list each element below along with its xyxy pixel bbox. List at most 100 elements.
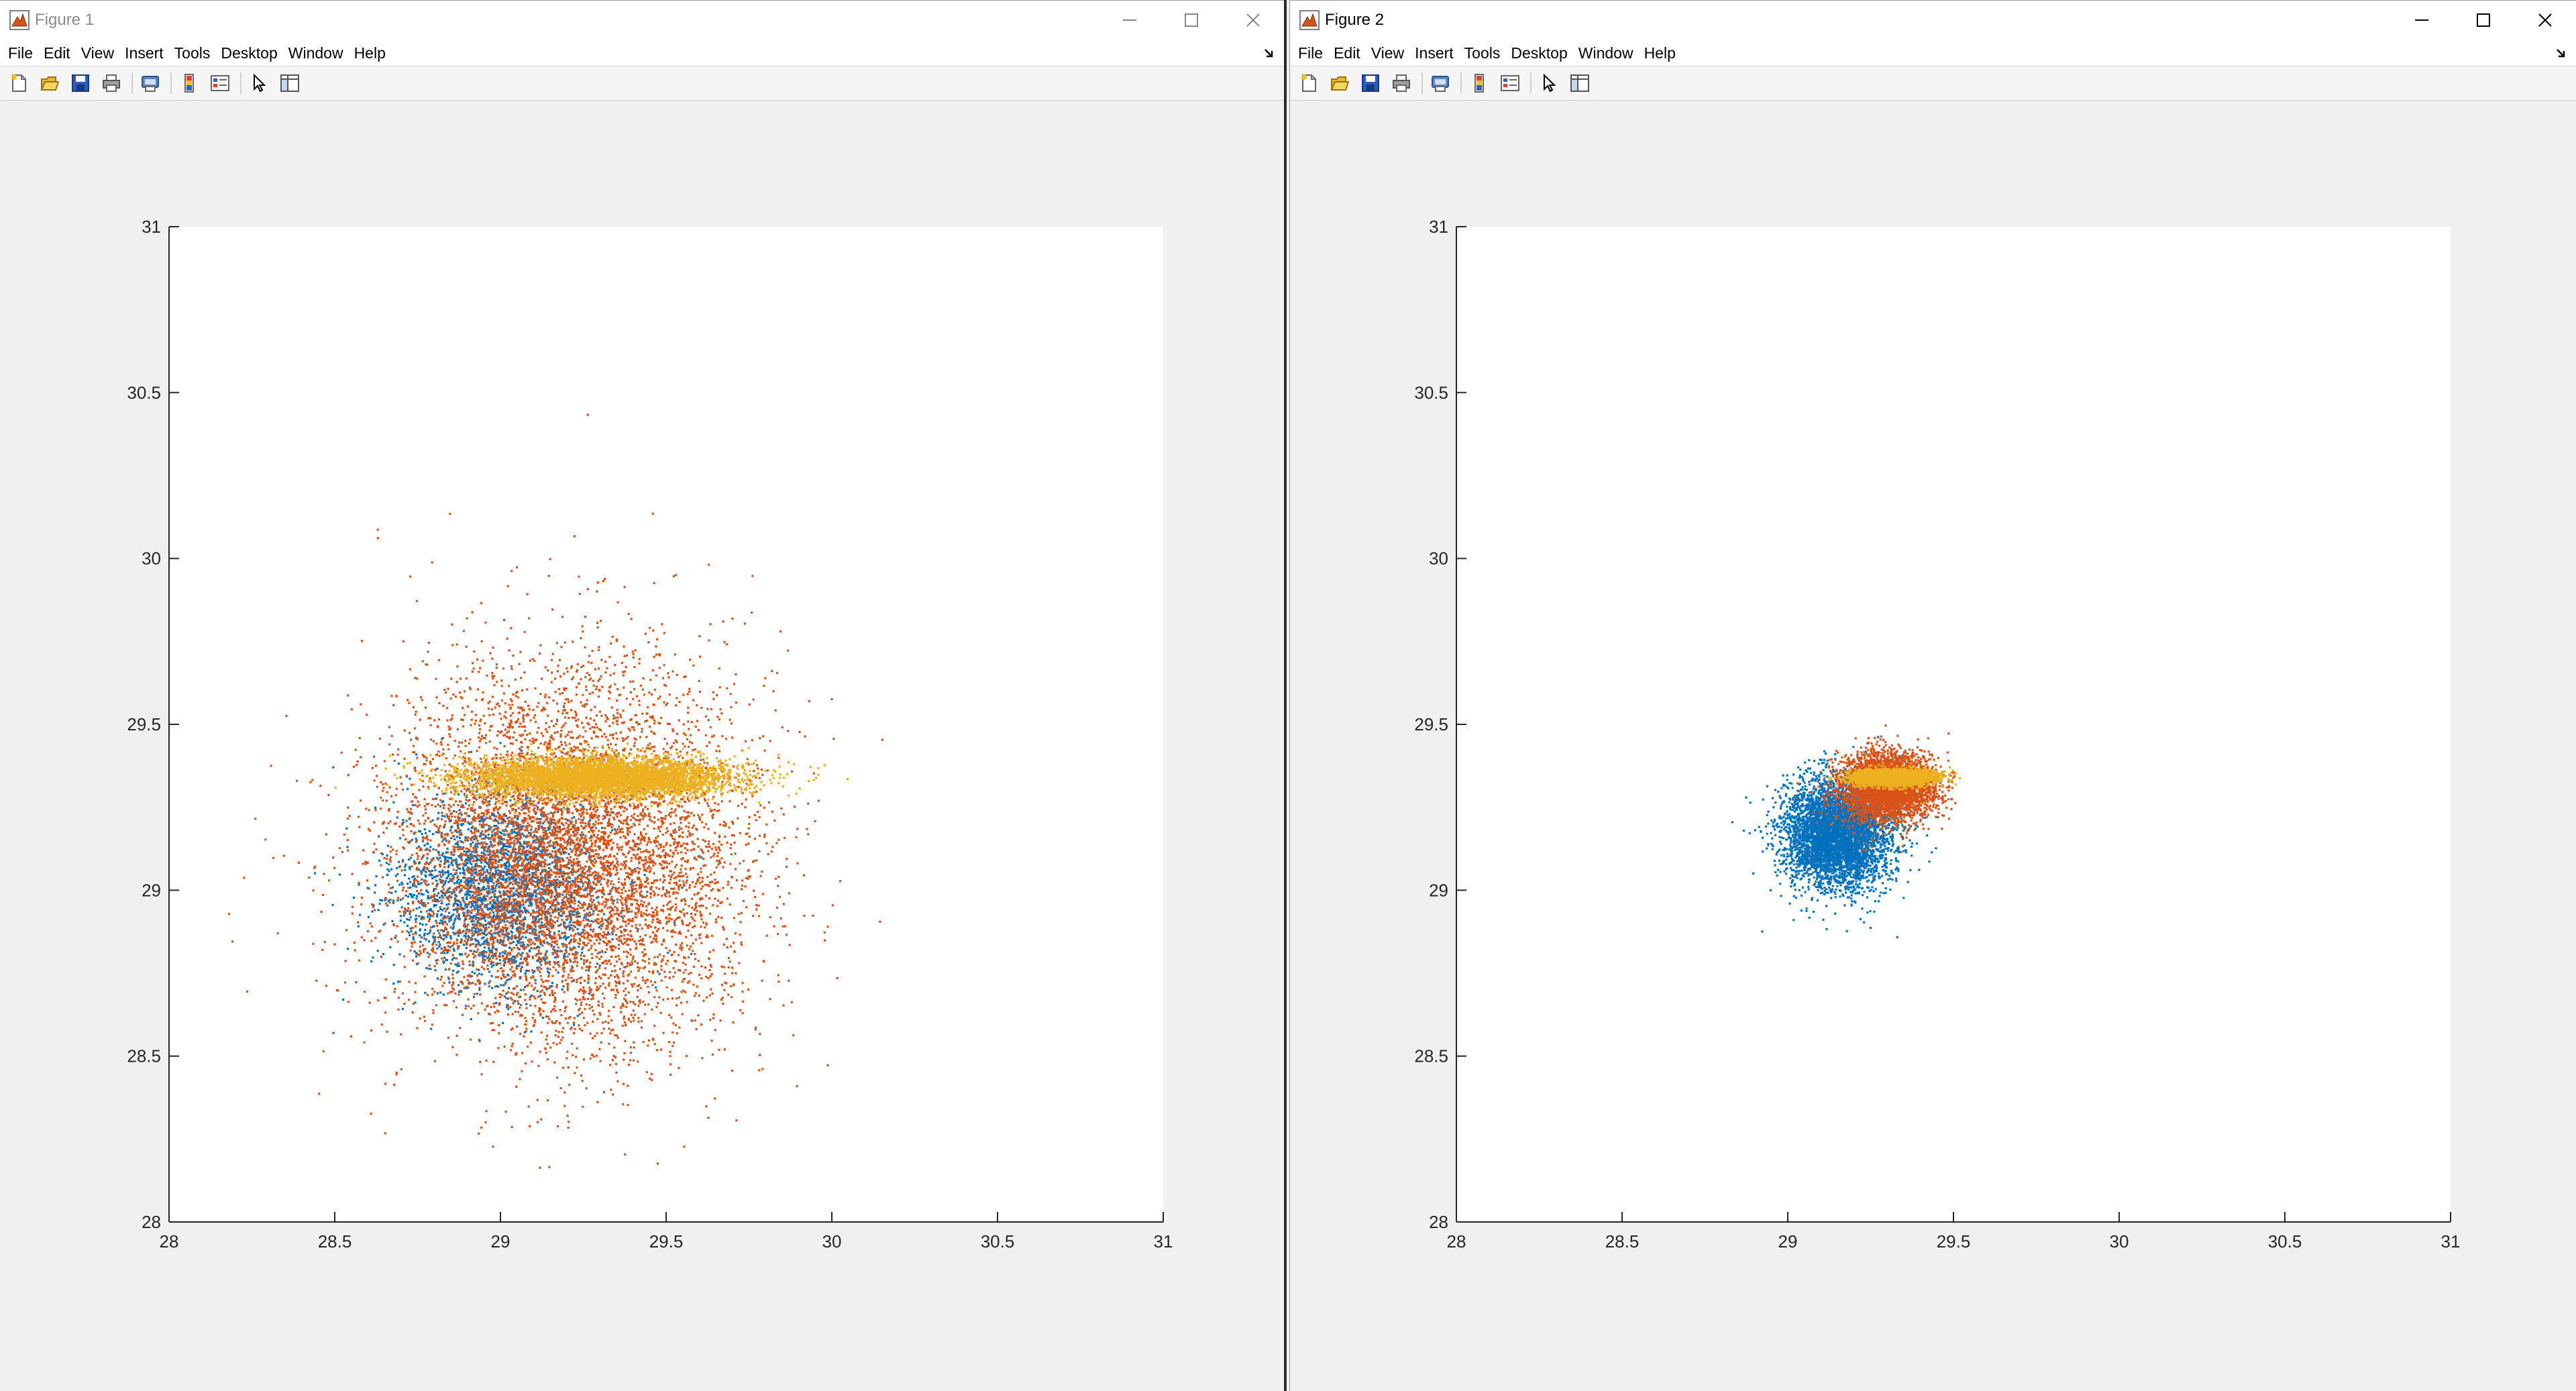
edit-plot-button[interactable] (247, 71, 271, 95)
x-tick-label: 28.5 (318, 1231, 352, 1251)
minimize-button[interactable] (1099, 1, 1161, 40)
menu-help[interactable]: Help (1644, 44, 1676, 62)
menu-edit[interactable]: Edit (44, 44, 70, 62)
new-figure-button[interactable] (1297, 71, 1321, 95)
scatter-series-1 (1731, 736, 1939, 938)
y-tick-label: 31 (142, 217, 161, 237)
y-tick-label: 29 (142, 880, 161, 900)
figure-canvas[interactable]: 28 28.5 29 29.5 30 30.5 31 28 28.5 29 29.5 30 30.5 31 (1290, 101, 2576, 1391)
menu-bar: File Edit View Insert Tools Desktop Wind… (0, 40, 1284, 66)
menu-edit[interactable]: Edit (1334, 44, 1360, 62)
x-tick-label: 31 (2441, 1231, 2461, 1251)
axes-background (1456, 227, 2451, 1222)
dock-figure-icon[interactable] (2555, 46, 2569, 60)
x-tick-label: 28 (1447, 1231, 1466, 1251)
new-figure-icon (11, 74, 26, 92)
x-tick-label: 28 (160, 1231, 179, 1251)
property-editor-button[interactable] (278, 71, 302, 95)
axes: 28 28.5 29 29.5 30 30.5 31 28 28.5 29 29.5 30 30.5 31 (1414, 217, 2460, 1251)
scatter-plot-figure-1[interactable]: 28 28.5 29 29.5 30 30.5 31 28 28.5 29 29.5 30 30.5 31 (0, 101, 1287, 1391)
open-file-button[interactable] (38, 71, 62, 95)
title-bar[interactable]: Figure 1 (0, 0, 1284, 41)
scatter-plot-figure-2[interactable]: 28 28.5 29 29.5 30 30.5 31 28 28.5 29 29.5 30 30.5 31 (1290, 101, 2576, 1391)
pointer-icon (254, 73, 266, 93)
window-title: Figure 2 (1325, 11, 1385, 29)
menu-file[interactable]: File (1298, 44, 1324, 62)
y-tick-label: 28.5 (127, 1046, 161, 1066)
colorbar-button[interactable] (1467, 71, 1491, 95)
dock-figure-icon[interactable] (1263, 46, 1277, 60)
save-icon (72, 74, 89, 92)
menu-tools[interactable]: Tools (1464, 44, 1501, 62)
toolbar-separator (1460, 72, 1462, 94)
y-tick-label: 28 (142, 1212, 161, 1232)
menu-file[interactable]: File (8, 44, 34, 62)
new-figure-icon (1301, 74, 1316, 92)
figure-window-1[interactable]: Figure 1 File Edit View Insert Tools Des… (0, 0, 1287, 1391)
open-file-icon (40, 76, 60, 91)
open-file-button[interactable] (1328, 71, 1352, 95)
figure-window-2[interactable]: Figure 2 File Edit View Insert Tools Des… (1289, 0, 2576, 1391)
legend-button[interactable] (208, 71, 232, 95)
close-icon (2538, 13, 2552, 27)
print-preview-icon (1432, 76, 1449, 92)
edit-plot-button[interactable] (1537, 71, 1561, 95)
axes: 28 28.5 29 29.5 30 30.5 31 28 28.5 29 29.5 30 30.5 31 (127, 217, 1173, 1251)
y-tick-label: 30 (142, 549, 161, 569)
close-button[interactable] (2514, 1, 2576, 40)
scatter-series-3 (1823, 762, 1961, 794)
menu-desktop[interactable]: Desktop (1511, 44, 1568, 62)
matlab-logo-icon (9, 10, 30, 30)
menu-insert[interactable]: Insert (1415, 44, 1454, 62)
close-icon (1246, 13, 1260, 27)
print-button[interactable] (1389, 71, 1413, 95)
property-editor-icon (1570, 74, 1589, 92)
menu-tools[interactable]: Tools (174, 44, 211, 62)
menu-desktop[interactable]: Desktop (221, 44, 278, 62)
new-figure-button[interactable] (7, 71, 31, 95)
property-editor-icon (280, 74, 299, 92)
save-button[interactable] (68, 71, 93, 95)
y-tick-label: 30 (1429, 549, 1448, 569)
maximize-icon (1185, 13, 1198, 27)
menu-view[interactable]: View (80, 44, 115, 62)
x-tick-label: 30.5 (981, 1231, 1015, 1251)
legend-icon (1501, 75, 1519, 91)
minimize-icon (1123, 19, 1136, 21)
matlab-logo-icon (1299, 10, 1320, 30)
print-preview-button[interactable] (138, 71, 162, 95)
y-tick-label: 29.5 (1414, 714, 1448, 734)
maximize-button[interactable] (2453, 1, 2514, 40)
x-tick-label: 28.5 (1605, 1231, 1640, 1251)
scatter-series-3 (334, 741, 849, 814)
x-tick-label: 29 (1778, 1231, 1798, 1251)
toolbar-separator (240, 72, 241, 94)
maximize-button[interactable] (1161, 1, 1222, 40)
save-button[interactable] (1358, 71, 1383, 95)
figure-canvas[interactable]: 28 28.5 29 29.5 30 30.5 31 28 28.5 29 29.5 30 30.5 31 (0, 101, 1284, 1391)
y-tick-label: 29 (1429, 880, 1448, 900)
title-bar[interactable]: Figure 2 (1290, 0, 2576, 41)
menu-insert[interactable]: Insert (125, 44, 164, 62)
menu-bar: File Edit View Insert Tools Desktop Wind… (1290, 40, 2576, 66)
colorbar-button[interactable] (177, 71, 201, 95)
print-button[interactable] (99, 71, 123, 95)
toolbar-separator (1421, 72, 1423, 94)
legend-button[interactable] (1498, 71, 1522, 95)
print-icon (103, 74, 120, 92)
x-tick-label: 30 (822, 1231, 842, 1251)
y-tick-label: 28.5 (1414, 1046, 1448, 1066)
menu-window[interactable]: Window (288, 44, 343, 62)
minimize-button[interactable] (2391, 1, 2453, 40)
print-preview-button[interactable] (1428, 71, 1452, 95)
data-points (1731, 724, 1961, 938)
y-tick-label: 30.5 (127, 382, 161, 402)
menu-view[interactable]: View (1371, 44, 1405, 62)
menu-help[interactable]: Help (354, 44, 386, 62)
menu-window[interactable]: Window (1578, 44, 1633, 62)
close-button[interactable] (1222, 1, 1284, 40)
figure-toolbar (1290, 66, 2576, 101)
print-preview-icon (142, 76, 159, 92)
colorbar-icon (1474, 74, 1484, 93)
property-editor-button[interactable] (1568, 71, 1592, 95)
